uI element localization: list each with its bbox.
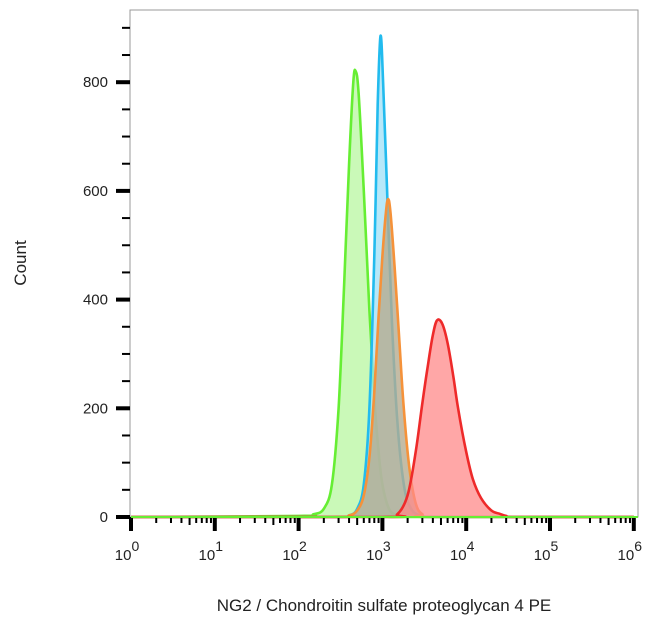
x-axis-title: NG2 / Chondroitin sulfate proteoglycan 4… bbox=[217, 596, 552, 615]
x-axis: 100 101 102 103 104 105 106 bbox=[115, 516, 643, 564]
y-tick-label: 400 bbox=[83, 292, 108, 309]
histogram-areas bbox=[130, 34, 634, 519]
red-histogram-line bbox=[131, 318, 634, 519]
y-tick-label: 800 bbox=[83, 74, 108, 91]
y-tick-label: 600 bbox=[83, 183, 108, 200]
x-tick-label: 103 bbox=[366, 538, 391, 564]
y-tick-label: 0 bbox=[100, 509, 108, 526]
x-tick-label: 106 bbox=[618, 538, 643, 564]
x-tick-label: 100 bbox=[115, 538, 140, 564]
x-tick-label: 102 bbox=[282, 538, 307, 564]
x-tick-label: 101 bbox=[199, 538, 224, 564]
y-axis: 0 200 400 600 800 bbox=[83, 26, 130, 526]
x-tick-label: 104 bbox=[450, 538, 475, 564]
y-axis-title: Count bbox=[11, 240, 30, 286]
orange-histogram bbox=[131, 197, 634, 519]
y-tick-label: 200 bbox=[83, 400, 108, 417]
x-tick-label: 105 bbox=[534, 538, 559, 564]
red-histogram bbox=[131, 318, 634, 519]
orange-histogram-fill bbox=[131, 199, 634, 517]
